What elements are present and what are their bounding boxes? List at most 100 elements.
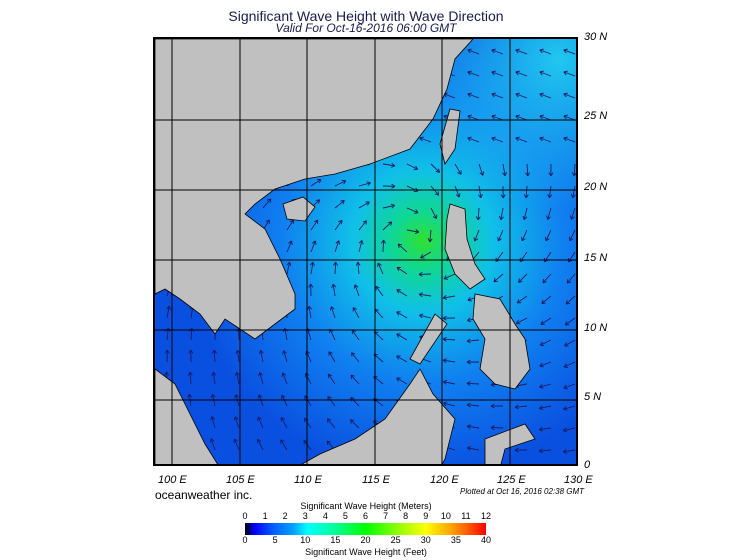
wave-arrow	[419, 313, 432, 319]
lon-label: 125 E	[497, 474, 526, 486]
map-svg	[155, 39, 576, 464]
wave-arrow	[525, 163, 531, 177]
wave-arrow	[256, 438, 264, 451]
wave-height-map	[153, 37, 578, 466]
wave-arrow	[350, 374, 360, 385]
wave-arrow	[565, 295, 576, 305]
wave-arrow	[427, 229, 433, 243]
wave-arrow	[406, 207, 419, 214]
wave-arrow	[442, 336, 456, 342]
wave-arrow	[164, 349, 170, 363]
wave-arrow	[538, 448, 552, 454]
wave-arrow	[166, 305, 172, 319]
colorbar-tick: 10	[300, 535, 311, 545]
lon-label: 120 E	[430, 474, 459, 486]
wave-arrow	[430, 163, 441, 173]
wave-arrow	[310, 178, 322, 187]
wave-arrow	[500, 185, 506, 199]
wave-arrow	[406, 163, 419, 171]
wave-arrow	[466, 445, 480, 451]
wave-arrow	[211, 371, 217, 385]
graticule	[155, 39, 576, 464]
wave-arrow	[539, 92, 552, 99]
wave-arrow	[310, 219, 319, 231]
wave-arrow	[568, 229, 576, 242]
wave-arrow	[539, 48, 552, 55]
wave-arrow	[286, 240, 293, 253]
wave-arrow	[334, 179, 347, 187]
colorbar-tick: 25	[390, 535, 401, 545]
wave-arrow	[475, 207, 481, 221]
lat-label: 10 N	[584, 322, 608, 334]
wave-arrow	[467, 136, 480, 143]
wave-arrow	[516, 295, 528, 304]
wave-arrow	[493, 273, 504, 283]
wave-arrow	[563, 70, 576, 77]
wave-arrow	[280, 439, 288, 451]
wave-arrow	[286, 219, 294, 231]
wave-arrow	[418, 292, 432, 298]
wave-arrow	[566, 273, 576, 284]
wave-arrow	[377, 262, 384, 275]
wave-arrow	[280, 417, 288, 429]
lon-label: 100 E	[158, 474, 187, 486]
wave-arrow	[209, 438, 216, 451]
wave-arrow	[382, 183, 396, 189]
wave-arrow	[281, 372, 288, 385]
wave-arrow	[307, 305, 312, 319]
wave-arrow	[234, 371, 240, 385]
colorbar-tick: 1	[262, 511, 268, 521]
wave-arrow	[478, 163, 485, 176]
wave-arrow	[473, 229, 480, 242]
wave-arrow	[329, 306, 336, 319]
wave-arrow	[328, 351, 336, 363]
wave-arrow	[351, 352, 360, 363]
wave-arrow	[466, 402, 480, 408]
lon-label: 105 E	[226, 474, 255, 486]
wave-arrow	[564, 339, 576, 347]
wave-arrow	[430, 185, 440, 196]
wave-arrow	[539, 361, 552, 368]
wave-arrow	[490, 403, 504, 409]
colorbar-tick: 0	[242, 511, 248, 521]
wave-arrow	[334, 240, 341, 253]
wave-arrow	[326, 418, 336, 429]
wave-arrow	[539, 136, 552, 143]
brand-label: oceanweather inc.	[155, 488, 253, 502]
wave-arrow	[467, 114, 480, 121]
plotted-timestamp: Plotted at Oct 16, 2016 02:38 GMT	[460, 487, 585, 496]
wave-arrow	[497, 229, 504, 242]
wave-arrow	[541, 295, 552, 305]
lat-label: 15 N	[584, 252, 608, 264]
wave-arrow	[188, 349, 194, 363]
land	[155, 39, 536, 464]
wave-arrow	[309, 261, 315, 275]
wave-arrow	[515, 92, 528, 99]
wave-arrow	[418, 271, 432, 277]
wave-arrow	[454, 185, 461, 198]
map-title: Significant Wave Height with Wave Direct…	[228, 8, 504, 24]
land-asia-mainland	[155, 39, 474, 340]
lat-label: 20 N	[584, 181, 608, 193]
wave-arrow	[491, 114, 504, 121]
wave-arrow	[562, 427, 576, 433]
colorbar-tick: 4	[322, 511, 328, 521]
wave-arrow	[499, 207, 504, 221]
wave-arrow	[491, 136, 504, 143]
colorbar-tick: 40	[480, 535, 491, 545]
wave-arrow	[233, 416, 240, 429]
wave-arrow	[406, 229, 420, 234]
wave-arrow	[396, 377, 408, 385]
wave-arrow	[570, 185, 576, 199]
wave-arrow	[563, 383, 576, 390]
wave-arrow	[466, 338, 480, 344]
wave-arrow	[563, 405, 576, 411]
wave-arrow	[491, 92, 504, 99]
wave-arrow	[334, 219, 343, 231]
wave-arrow	[540, 317, 552, 325]
colorbar-meters-title: Significant Wave Height (Meters)	[300, 501, 432, 511]
wave-arrow	[563, 92, 576, 99]
wave-arrow	[334, 200, 345, 209]
wave-arrow	[521, 229, 528, 242]
wave-arrow	[491, 70, 504, 77]
